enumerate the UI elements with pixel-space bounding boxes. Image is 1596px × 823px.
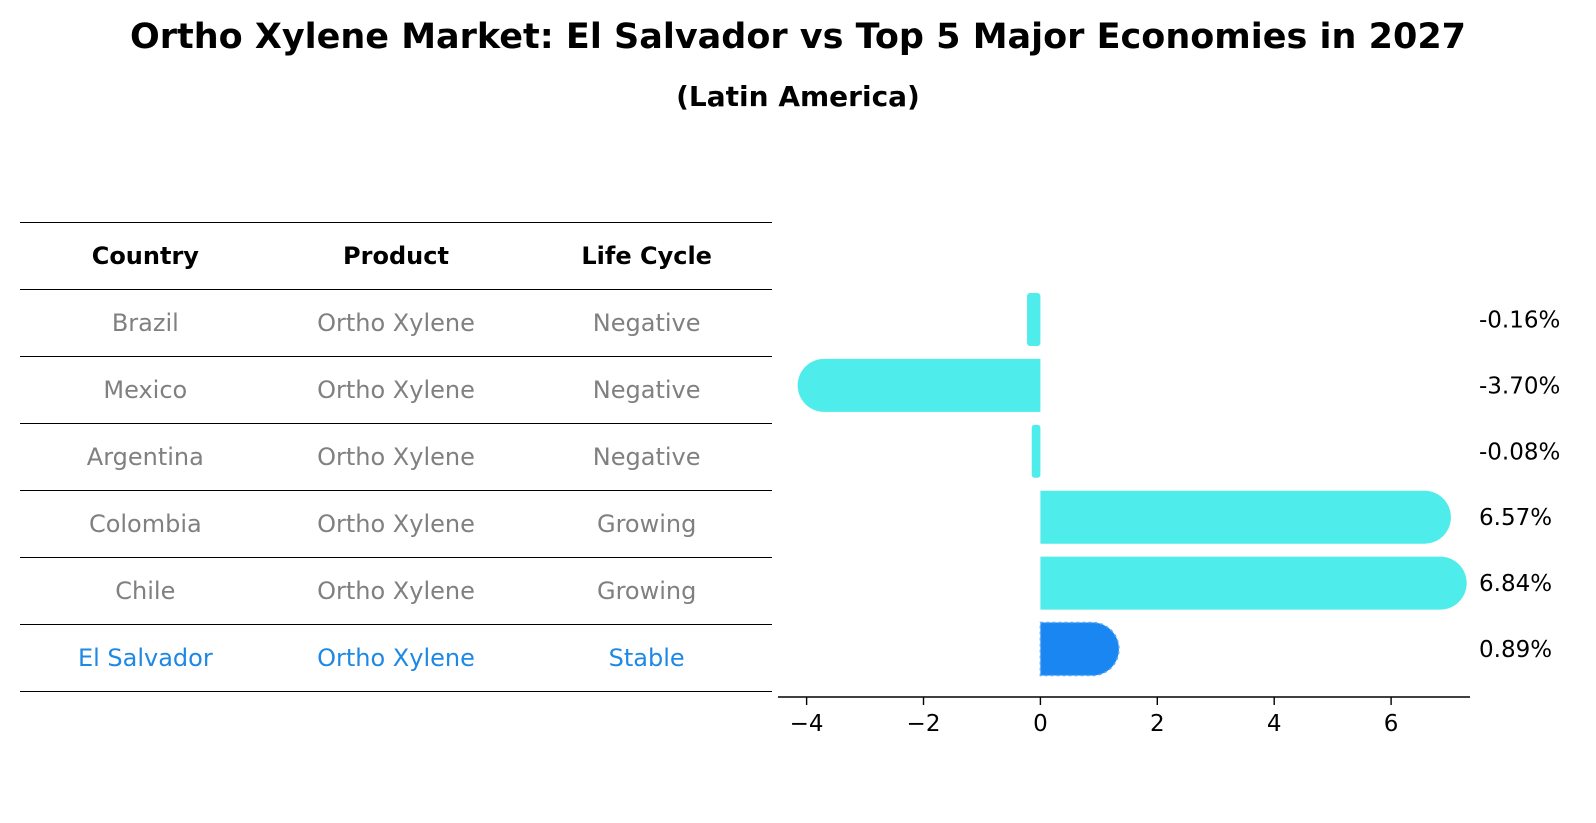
table-row: Argentina Ortho Xylene Negative bbox=[20, 423, 772, 491]
value-label: -3.70% bbox=[1479, 373, 1560, 399]
bar-argentina bbox=[1031, 424, 1041, 478]
x-tick-label: 2 bbox=[1150, 711, 1165, 737]
bar-colombia bbox=[1040, 490, 1451, 544]
cell-life-cycle: Negative bbox=[521, 289, 772, 357]
bar-outline-highlight bbox=[1039, 621, 1120, 677]
cell-country: El Salvador bbox=[20, 624, 271, 692]
cell-product: Ortho Xylene bbox=[270, 289, 522, 357]
bar-el-salvador bbox=[1040, 622, 1119, 676]
table-row-highlight: El Salvador Ortho Xylene Stable bbox=[20, 624, 772, 692]
header-life-cycle: Life Cycle bbox=[521, 222, 772, 290]
cell-life-cycle: Stable bbox=[521, 624, 772, 692]
cell-country: Mexico bbox=[20, 356, 271, 424]
x-tick-label: 6 bbox=[1384, 711, 1399, 737]
value-label: -0.08% bbox=[1479, 439, 1560, 465]
value-label: -0.16% bbox=[1479, 308, 1560, 334]
cell-life-cycle: Growing bbox=[521, 490, 772, 558]
header-product: Product bbox=[270, 222, 522, 290]
table-row: Brazil Ortho Xylene Negative bbox=[20, 289, 772, 357]
bar-chile bbox=[1040, 556, 1467, 610]
cell-product: Ortho Xylene bbox=[270, 423, 522, 491]
table-header-row: Country Product Life Cycle bbox=[20, 222, 772, 290]
table-row: Colombia Ortho Xylene Growing bbox=[20, 490, 772, 558]
summary-table: Country Product Life Cycle Brazil Ortho … bbox=[20, 222, 772, 692]
x-tick-label: 4 bbox=[1267, 711, 1282, 737]
bar-brazil bbox=[1027, 293, 1041, 346]
cell-country: Brazil bbox=[20, 289, 271, 357]
value-label: 6.84% bbox=[1479, 571, 1552, 597]
chart-subtitle: (Latin America) bbox=[676, 80, 920, 113]
x-tick-label: 0 bbox=[1033, 711, 1048, 737]
cell-country: Colombia bbox=[20, 490, 271, 558]
cell-product: Ortho Xylene bbox=[270, 490, 522, 558]
cell-life-cycle: Negative bbox=[521, 356, 772, 424]
cell-country: Chile bbox=[20, 557, 271, 625]
x-tick-label: −2 bbox=[907, 711, 941, 737]
chart-title: Ortho Xylene Market: El Salvador vs Top … bbox=[129, 17, 1467, 57]
table-row: Mexico Ortho Xylene Negative bbox=[20, 356, 772, 424]
cell-product: Ortho Xylene bbox=[270, 557, 522, 625]
header-country: Country bbox=[20, 222, 271, 290]
cell-country: Argentina bbox=[20, 423, 271, 491]
value-label: 6.57% bbox=[1479, 505, 1552, 531]
summary-table-wrapper: Country Product Life Cycle Brazil Ortho … bbox=[20, 222, 772, 692]
cell-life-cycle: Growing bbox=[521, 557, 772, 625]
value-label: 0.89% bbox=[1479, 637, 1552, 663]
x-tick-label: −4 bbox=[790, 711, 824, 737]
cell-life-cycle: Negative bbox=[521, 423, 772, 491]
cell-product: Ortho Xylene bbox=[270, 356, 522, 424]
table-row: Chile Ortho Xylene Growing bbox=[20, 557, 772, 625]
cell-product: Ortho Xylene bbox=[270, 624, 522, 692]
bar-mexico bbox=[797, 358, 1041, 412]
